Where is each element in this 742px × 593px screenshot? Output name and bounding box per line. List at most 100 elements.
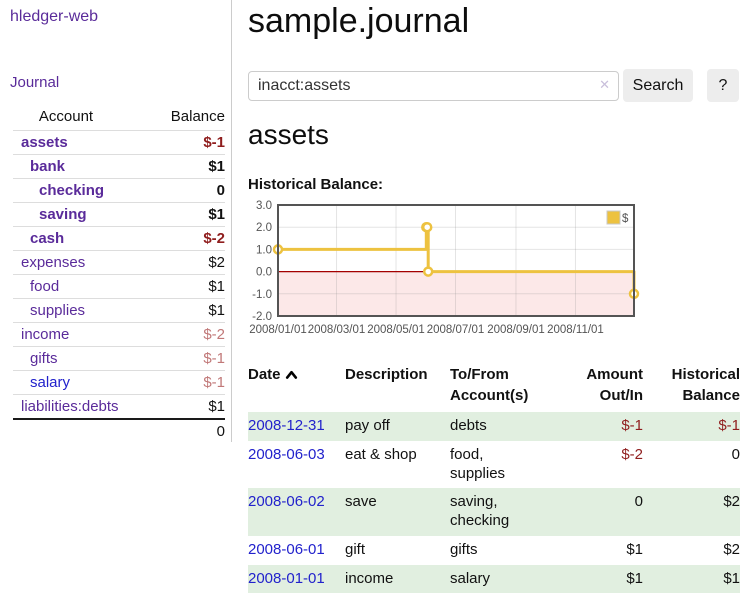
register-row: 2008-12-31 pay off debts $-1 $-1 (248, 412, 740, 441)
account-link[interactable]: cash (13, 230, 64, 247)
register-header-accounts: To/From Account(s) (450, 362, 548, 412)
accounts-header-balance: Balance (119, 105, 225, 131)
account-balance: $-1 (119, 371, 225, 395)
transaction-balance: $-1 (643, 412, 740, 441)
svg-text:2008/09/01: 2008/09/01 (487, 324, 545, 336)
account-balance: $1 (119, 299, 225, 323)
account-link[interactable]: saving (13, 206, 87, 223)
transaction-date-link[interactable]: 2008-06-01 (248, 541, 325, 558)
account-link[interactable]: liabilities:debts (13, 398, 119, 415)
account-row: expenses $2 (13, 251, 225, 275)
accounts-total-value: 0 (119, 419, 225, 443)
account-row: income $-2 (13, 323, 225, 347)
svg-text:-1.0: -1.0 (252, 289, 272, 301)
transaction-amount: 0 (548, 488, 643, 536)
account-link[interactable]: checking (13, 182, 104, 199)
transaction-amount: $-2 (548, 441, 643, 489)
transaction-date-link[interactable]: 2008-06-03 (248, 446, 325, 463)
account-row: assets $-1 (13, 131, 225, 155)
register-header-date[interactable]: Date (248, 362, 345, 412)
transaction-amount: $-1 (548, 412, 643, 441)
transaction-description: gift (345, 536, 450, 565)
svg-text:2.0: 2.0 (256, 222, 272, 234)
account-row: salary $-1 (13, 371, 225, 395)
account-row: liabilities:debts $1 (13, 395, 225, 420)
transaction-date-link[interactable]: 2008-06-02 (248, 493, 325, 510)
transaction-accounts: saving, checking (450, 488, 548, 536)
accounts-table: Account Balance assets $-1 bank $1 check… (13, 105, 225, 443)
register-table: Date Description To/From Account(s) Amou… (248, 362, 740, 593)
transaction-description: save (345, 488, 450, 536)
accounts-header-row: Account Balance (13, 105, 225, 131)
sidebar-item-journal[interactable]: Journal (10, 74, 231, 91)
account-link[interactable]: assets (13, 134, 68, 151)
account-link[interactable]: bank (13, 158, 65, 175)
transaction-date-link[interactable]: 2008-12-31 (248, 417, 325, 434)
clear-search-icon[interactable]: ✕ (599, 78, 610, 91)
account-balance: $1 (119, 203, 225, 227)
accounts-table-body: assets $-1 bank $1 checking 0 saving $1 … (13, 131, 225, 420)
account-row: food $1 (13, 275, 225, 299)
search-bar: ✕ Search ? (248, 69, 742, 103)
account-balance: $1 (119, 275, 225, 299)
account-link[interactable]: expenses (13, 254, 85, 271)
account-row: cash $-2 (13, 227, 225, 251)
account-row: gifts $-1 (13, 347, 225, 371)
svg-text:2008/07/01: 2008/07/01 (427, 324, 485, 336)
account-link[interactable]: gifts (13, 350, 58, 367)
svg-text:1.0: 1.0 (256, 244, 272, 256)
register-header-row: Date Description To/From Account(s) Amou… (248, 362, 740, 412)
account-balance: $1 (119, 155, 225, 179)
transaction-description: eat & shop (345, 441, 450, 489)
accounts-header-account: Account (13, 105, 119, 131)
transaction-amount: $1 (548, 536, 643, 565)
account-balance: $-2 (119, 227, 225, 251)
register-row: 2008-06-03 eat & shop food, supplies $-2… (248, 441, 740, 489)
account-row: saving $1 (13, 203, 225, 227)
account-link[interactable]: supplies (13, 302, 85, 319)
account-title: assets (248, 119, 329, 151)
account-row: checking 0 (13, 179, 225, 203)
transaction-accounts: debts (450, 412, 548, 441)
account-balance: $-1 (119, 347, 225, 371)
svg-text:2008/11/01: 2008/11/01 (547, 324, 604, 336)
account-balance: $1 (119, 395, 225, 420)
account-row: supplies $1 (13, 299, 225, 323)
sidebar: hledger-web Journal Account Balance asse… (0, 0, 232, 442)
svg-text:3.0: 3.0 (256, 200, 272, 212)
account-link[interactable]: income (13, 326, 69, 343)
svg-text:-2.0: -2.0 (252, 311, 272, 323)
transaction-date-link[interactable]: 2008-01-01 (248, 570, 325, 587)
transaction-balance: $2 (643, 488, 740, 536)
svg-text:2008/01/01: 2008/01/01 (249, 324, 307, 336)
register-header-date-label: Date (248, 366, 281, 383)
account-balance: $-1 (119, 131, 225, 155)
app-title-link[interactable]: hledger-web (10, 8, 231, 26)
register-header-balance: Historical Balance (643, 362, 740, 412)
account-balance: $-2 (119, 323, 225, 347)
search-input-wrap: ✕ (248, 71, 619, 101)
svg-text:0.0: 0.0 (256, 267, 272, 279)
register-row: 2008-06-02 save saving, checking 0 $2 (248, 488, 740, 536)
main-content: sample.journal ✕ Search ? assets Histori… (248, 0, 742, 41)
sort-ascending-icon (285, 365, 298, 386)
transaction-accounts: salary (450, 565, 548, 593)
search-button[interactable]: Search (623, 69, 693, 102)
transaction-balance: $1 (643, 565, 740, 593)
svg-text:2008/03/01: 2008/03/01 (308, 324, 366, 336)
transaction-description: income (345, 565, 450, 593)
register-row: 2008-01-01 income salary $1 $1 (248, 565, 740, 593)
search-input[interactable] (248, 71, 619, 101)
svg-text:$: $ (622, 213, 629, 225)
account-link[interactable]: food (13, 278, 59, 295)
transaction-amount: $1 (548, 565, 643, 593)
account-link[interactable]: salary (13, 374, 70, 391)
transaction-balance: $2 (643, 536, 740, 565)
chart-label: Historical Balance: (248, 176, 383, 193)
transaction-accounts: gifts (450, 536, 548, 565)
transaction-description: pay off (345, 412, 450, 441)
help-button[interactable]: ? (707, 69, 739, 102)
svg-text:2008/05/01: 2008/05/01 (367, 324, 425, 336)
page-title: sample.journal (248, 2, 742, 41)
